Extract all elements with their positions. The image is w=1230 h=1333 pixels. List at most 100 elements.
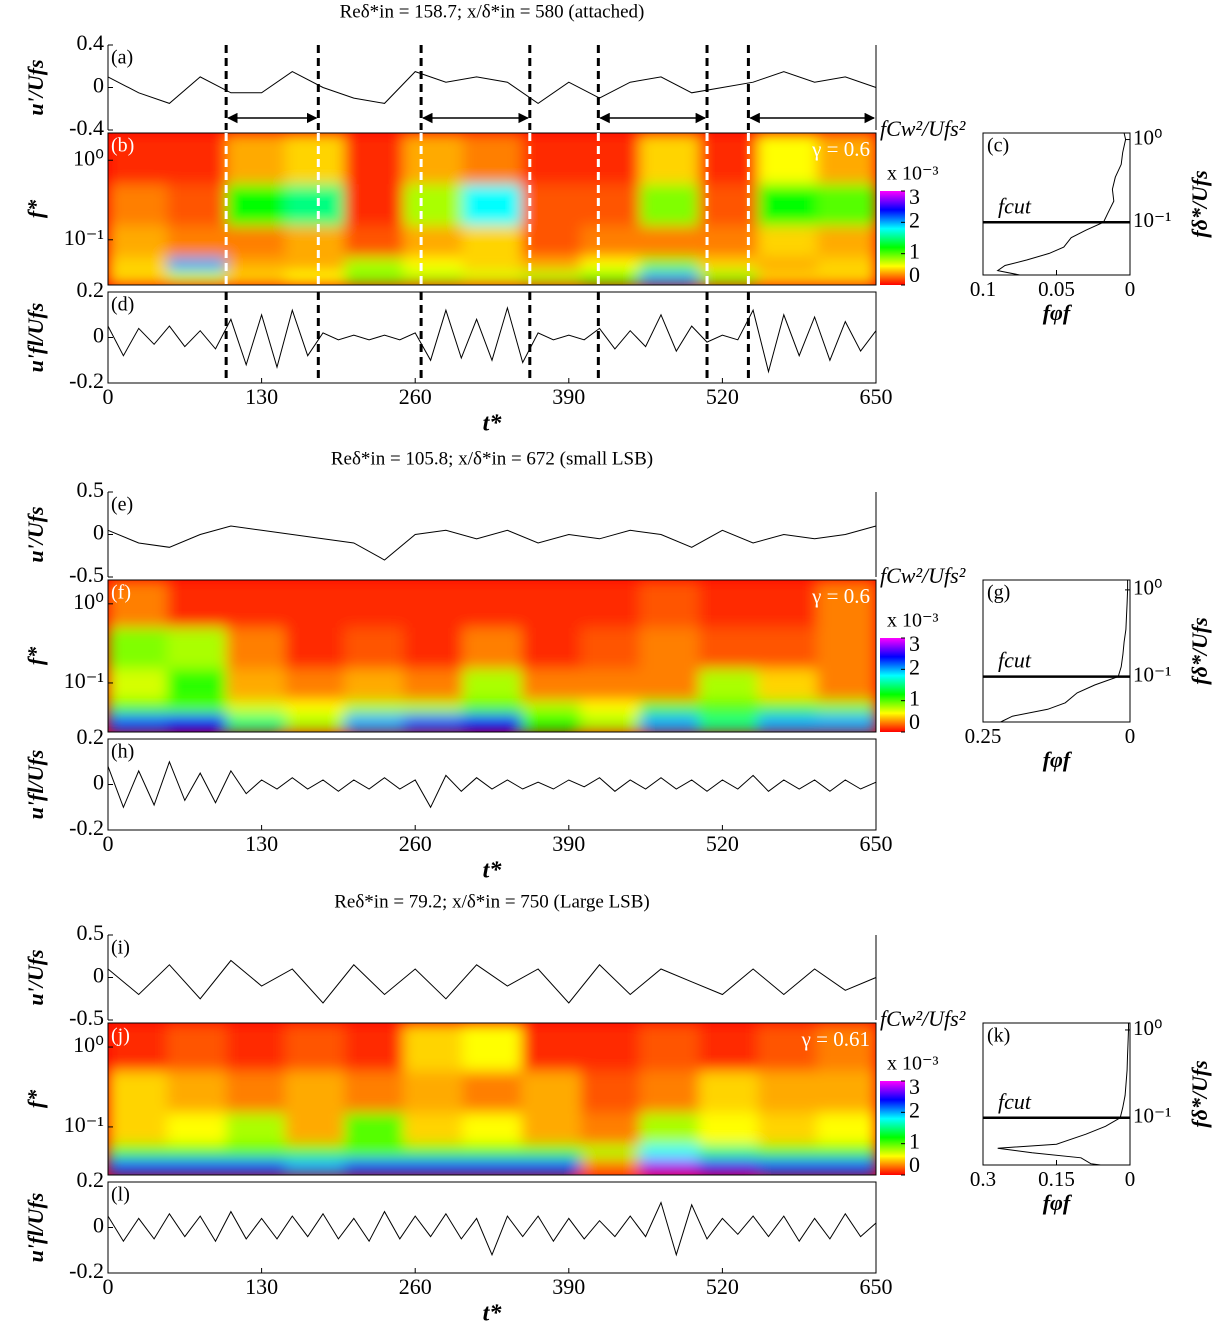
heatmap-cell [285,700,345,715]
heatmap-cell [226,225,286,258]
heatmap-cell [521,700,582,715]
x-tick-label: 130 [245,831,278,856]
heatmap-cell [639,700,700,715]
heatmap-cell [816,1144,876,1160]
heatmap-cell [816,627,876,670]
heatmap-cell [580,1023,641,1072]
y-tick-label: -0.5 [69,1005,104,1030]
heatmap-cell [639,1144,700,1160]
heatmap-cell [816,669,876,702]
heatmap-cell [344,700,404,715]
panel-label: (f) [111,582,131,604]
heatmap-cell [816,1023,876,1072]
y-tick-label: 0.5 [77,920,105,945]
heatmap-cell [226,1158,286,1175]
heatmap-cell [403,580,463,629]
heatmap-cell [580,580,641,629]
heatmap-cell [285,1144,345,1160]
panel-label: (k) [987,1025,1010,1047]
heatmap-cell [167,669,227,702]
heatmap-cell [226,257,286,272]
frame [982,579,1131,723]
y-tick-label: 10⁰ [73,589,104,614]
heatmap-cell [403,1071,463,1114]
heatmap-cell [462,1144,523,1160]
y-tick-label: 10⁻¹ [64,225,104,250]
signal-line [107,71,877,105]
signal-line [107,760,877,809]
cbar-tick-label: 0 [909,709,920,734]
frame [107,738,877,831]
heatmap-cell [403,700,463,715]
heatmap-cell [226,133,286,185]
heatmap-cell [403,133,463,185]
heatmap-cell [462,271,523,285]
cbar-tick-label: 2 [909,654,920,679]
y-tick-label: 10⁰ [73,145,104,170]
heatmap-cell [757,1158,818,1175]
heatmap-cell [403,1112,463,1146]
heatmap-cell [167,1144,227,1160]
heatmap-cells [108,1023,876,1175]
heatmap-cell [816,700,876,715]
heatmap-cell [285,1112,345,1146]
heatmap-cell [580,1071,641,1114]
heatmap-cell [344,271,404,285]
y-tick-label: -0.2 [69,368,104,393]
heatmap-cell [816,1112,876,1146]
heatmap-cell [226,1144,286,1160]
signal-line [107,959,877,1004]
x-tick-label: 390 [552,831,585,856]
y-tick-label: 0.4 [77,30,105,55]
section-title: Reδ*in = 158.7; x/δ*in = 580 (attached) [340,1,645,22]
colorbar [880,638,905,732]
section-title: Reδ*in = 79.2; x/δ*in = 750 (Large LSB) [334,891,650,912]
heatmap-cell [698,1112,759,1146]
y-tick-label: 0 [93,963,104,988]
annotation: γ = 0.61 [801,1027,870,1051]
heatmap-cell [521,133,582,185]
y-tick-label: 10⁻¹ [1133,1104,1171,1128]
heatmap-cell [639,714,700,732]
x-tick-label: 650 [860,384,893,409]
cbar-label: fCw²/Ufs² [880,563,966,588]
heatmap-cell [521,1023,582,1072]
heatmap-cell [521,225,582,258]
heatmap-cell [226,627,286,670]
heatmap-cell [108,669,168,702]
heatmap-cell [639,669,700,702]
frame [107,132,877,286]
heatmap-cell [167,580,227,629]
heatmap-cell [580,1112,641,1146]
colorbar [880,1081,905,1175]
heatmap-cell [344,1112,404,1146]
heatmap-cell [167,257,227,272]
heatmap-cell [167,1158,227,1175]
x-tick-label: 260 [399,1274,432,1299]
heatmap-cell [639,184,700,227]
heatmap-cell [167,700,227,715]
spectrum-line [997,1023,1129,1166]
cbar-tick-label: 1 [909,239,920,264]
panel-label: (e) [111,494,133,516]
panel-label: (c) [987,135,1009,157]
heatmap-cell [580,1144,641,1160]
x-tick-label: 650 [860,1274,893,1299]
heatmap-cell [580,184,641,227]
heatmap-cell [816,257,876,272]
cbar-scale: x 10⁻³ [887,1053,939,1075]
spectrum-line [1000,580,1129,723]
cbar-tick-label: 0 [909,1152,920,1177]
heatmap-cell [816,271,876,285]
heatmap-cell [108,714,168,732]
heatmap-cell [580,225,641,258]
y-axis-label: fδ*/Ufs [1187,1060,1212,1127]
heatmap-cell [108,1158,168,1175]
heatmap-cell [639,133,700,185]
heatmap-cell [580,669,641,702]
heatmap-cell [816,184,876,227]
signal-line [107,1201,877,1257]
heatmap-cell [580,627,641,670]
heatmap-cell [698,1158,759,1175]
heatmap-cell [639,271,700,285]
